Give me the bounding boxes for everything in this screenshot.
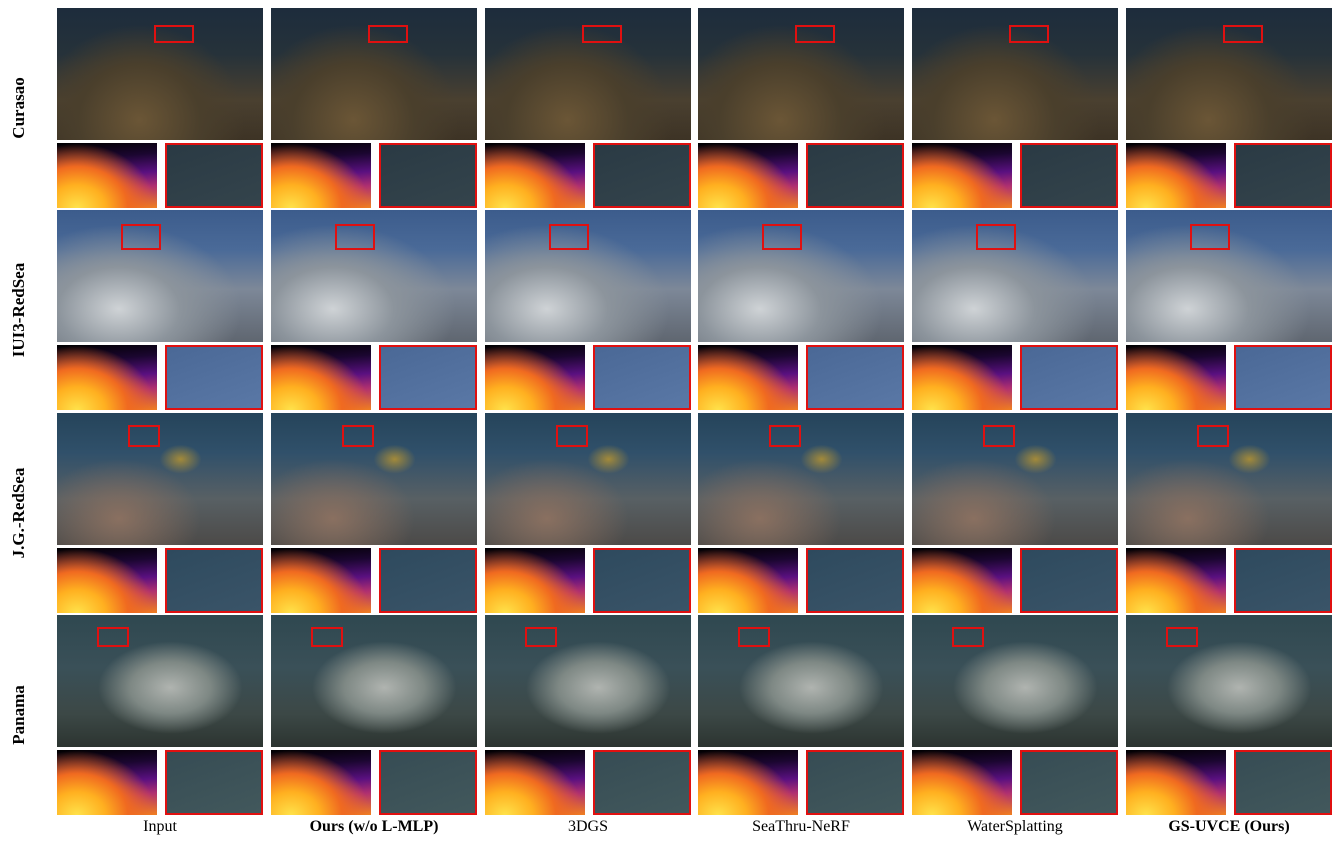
zoom-crop	[1234, 143, 1332, 208]
zoom-crop	[1020, 548, 1118, 613]
zoom-box	[1223, 25, 1263, 43]
render-image	[271, 413, 477, 545]
depth-map	[698, 143, 798, 208]
zoom-crop	[1020, 143, 1118, 208]
zoom-box	[976, 224, 1016, 250]
depth-map	[57, 345, 157, 410]
depth-map	[1126, 548, 1226, 613]
zoom-box	[983, 425, 1015, 447]
zoom-box	[368, 25, 408, 43]
row-label: Curasao	[9, 77, 29, 138]
column-label: Input	[143, 818, 177, 836]
zoom-box	[738, 627, 770, 647]
depth-map	[698, 750, 798, 815]
zoom-box	[154, 25, 194, 43]
depth-map	[485, 750, 585, 815]
zoom-box	[128, 425, 160, 447]
zoom-box	[795, 25, 835, 43]
render-image	[912, 615, 1118, 747]
zoom-crop	[593, 143, 691, 208]
zoom-box	[1009, 25, 1049, 43]
zoom-crop	[379, 548, 477, 613]
zoom-box	[549, 224, 589, 250]
zoom-box	[121, 224, 161, 250]
zoom-crop	[1234, 548, 1332, 613]
depth-map	[271, 750, 371, 815]
row-label: Panama	[9, 685, 29, 745]
render-image	[485, 413, 691, 545]
depth-map	[1126, 345, 1226, 410]
zoom-crop	[165, 143, 263, 208]
depth-map	[1126, 143, 1226, 208]
depth-map	[57, 750, 157, 815]
zoom-crop	[1234, 750, 1332, 815]
zoom-crop	[593, 345, 691, 410]
depth-map	[912, 143, 1012, 208]
depth-map	[485, 548, 585, 613]
zoom-crop	[1020, 345, 1118, 410]
depth-map	[57, 143, 157, 208]
zoom-crop	[593, 548, 691, 613]
render-image	[698, 413, 904, 545]
zoom-box	[342, 425, 374, 447]
zoom-box	[311, 627, 343, 647]
depth-map	[1126, 750, 1226, 815]
depth-map	[271, 548, 371, 613]
render-image	[57, 413, 263, 545]
depth-map	[485, 143, 585, 208]
column-label: GS-UVCE (Ours)	[1168, 818, 1289, 836]
zoom-crop	[165, 750, 263, 815]
row-label: J.G.-RedSea	[9, 468, 29, 559]
depth-map	[271, 143, 371, 208]
zoom-box	[1190, 224, 1230, 250]
column-label: WaterSplatting	[967, 818, 1063, 836]
zoom-box	[1166, 627, 1198, 647]
depth-map	[271, 345, 371, 410]
zoom-crop	[806, 345, 904, 410]
zoom-box	[335, 224, 375, 250]
render-image	[912, 413, 1118, 545]
zoom-crop	[1020, 750, 1118, 815]
zoom-box	[97, 627, 129, 647]
render-image	[1126, 413, 1332, 545]
zoom-box	[1197, 425, 1229, 447]
zoom-crop	[593, 750, 691, 815]
zoom-box	[762, 224, 802, 250]
zoom-crop	[379, 143, 477, 208]
zoom-crop	[379, 345, 477, 410]
render-image	[698, 615, 904, 747]
zoom-crop	[165, 345, 263, 410]
figure: Curasao IUI3-RedSea J.G.-RedSea Panama Input…	[0, 0, 1339, 844]
zoom-crop	[806, 548, 904, 613]
column-label: Ours (w/o L-MLP)	[310, 818, 439, 836]
zoom-crop	[379, 750, 477, 815]
depth-map	[698, 345, 798, 410]
zoom-crop	[806, 143, 904, 208]
column-label: SeaThru-NeRF	[752, 818, 850, 836]
zoom-crop	[165, 548, 263, 613]
depth-map	[698, 548, 798, 613]
row-label: IUI3-RedSea	[9, 263, 29, 357]
render-image	[485, 615, 691, 747]
zoom-box	[556, 425, 588, 447]
column-label: 3DGS	[568, 818, 608, 836]
zoom-box	[525, 627, 557, 647]
depth-map	[485, 345, 585, 410]
zoom-box	[769, 425, 801, 447]
depth-map	[912, 548, 1012, 613]
render-image	[57, 615, 263, 747]
zoom-box	[582, 25, 622, 43]
zoom-box	[952, 627, 984, 647]
depth-map	[57, 548, 157, 613]
render-image	[271, 615, 477, 747]
zoom-crop	[806, 750, 904, 815]
depth-map	[912, 345, 1012, 410]
zoom-crop	[1234, 345, 1332, 410]
render-image	[1126, 615, 1332, 747]
depth-map	[912, 750, 1012, 815]
